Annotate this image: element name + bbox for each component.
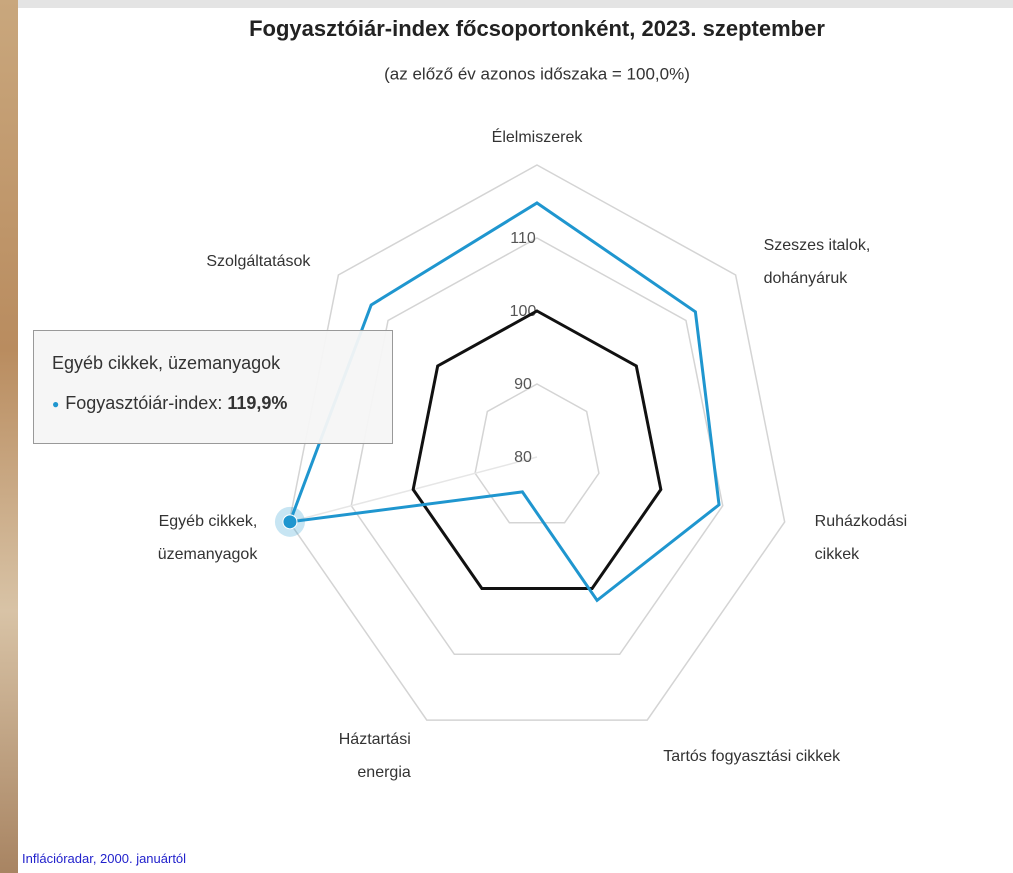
tooltip-bullet: ● — [52, 397, 60, 412]
tooltip-value: 119,9% — [227, 393, 288, 413]
footer-link[interactable]: Inflációradar, 2000. januártól — [22, 851, 187, 866]
top-band — [0, 0, 1013, 8]
category-label: Egyéb cikkek, üzemanyagok — [157, 512, 258, 563]
tooltip-row: ● Fogyasztóiár-index: 119,9% — [52, 393, 287, 414]
chart-subtitle: (az előző év azonos időszaka = 100,0%) — [384, 64, 690, 83]
grid-ring — [474, 383, 600, 524]
tooltip-label: Fogyasztóiár-index: — [65, 393, 223, 413]
tooltip: Egyéb cikkek, üzemanyagok ● Fogyasztóiár-… — [33, 330, 393, 444]
series-line — [411, 309, 663, 591]
y-tick-label: 90 — [514, 376, 532, 393]
category-label: Tartós fogyasztási cikkek — [663, 747, 841, 765]
chart-title: Fogyasztóiár-index főcsoportonként, 2023… — [249, 16, 825, 41]
category-label: Szolgáltatások — [206, 253, 311, 271]
y-tick-label: 80 — [514, 449, 532, 466]
grid-ring — [350, 237, 724, 656]
y-tick-label: 110 — [510, 230, 536, 247]
tooltip-title: Egyéb cikkek, üzemanyagok — [52, 353, 281, 373]
background-strip — [0, 0, 18, 873]
category-label: Élelmiszerek — [491, 128, 583, 146]
category-label: Háztartási energia — [338, 731, 411, 782]
grid-ring — [288, 164, 786, 721]
point-marker — [282, 514, 298, 530]
grid-ring — [412, 310, 662, 590]
category-label: Szeszes italok, dohányáruk — [763, 236, 871, 287]
category-label: Ruházkodási cikkek — [814, 512, 908, 563]
